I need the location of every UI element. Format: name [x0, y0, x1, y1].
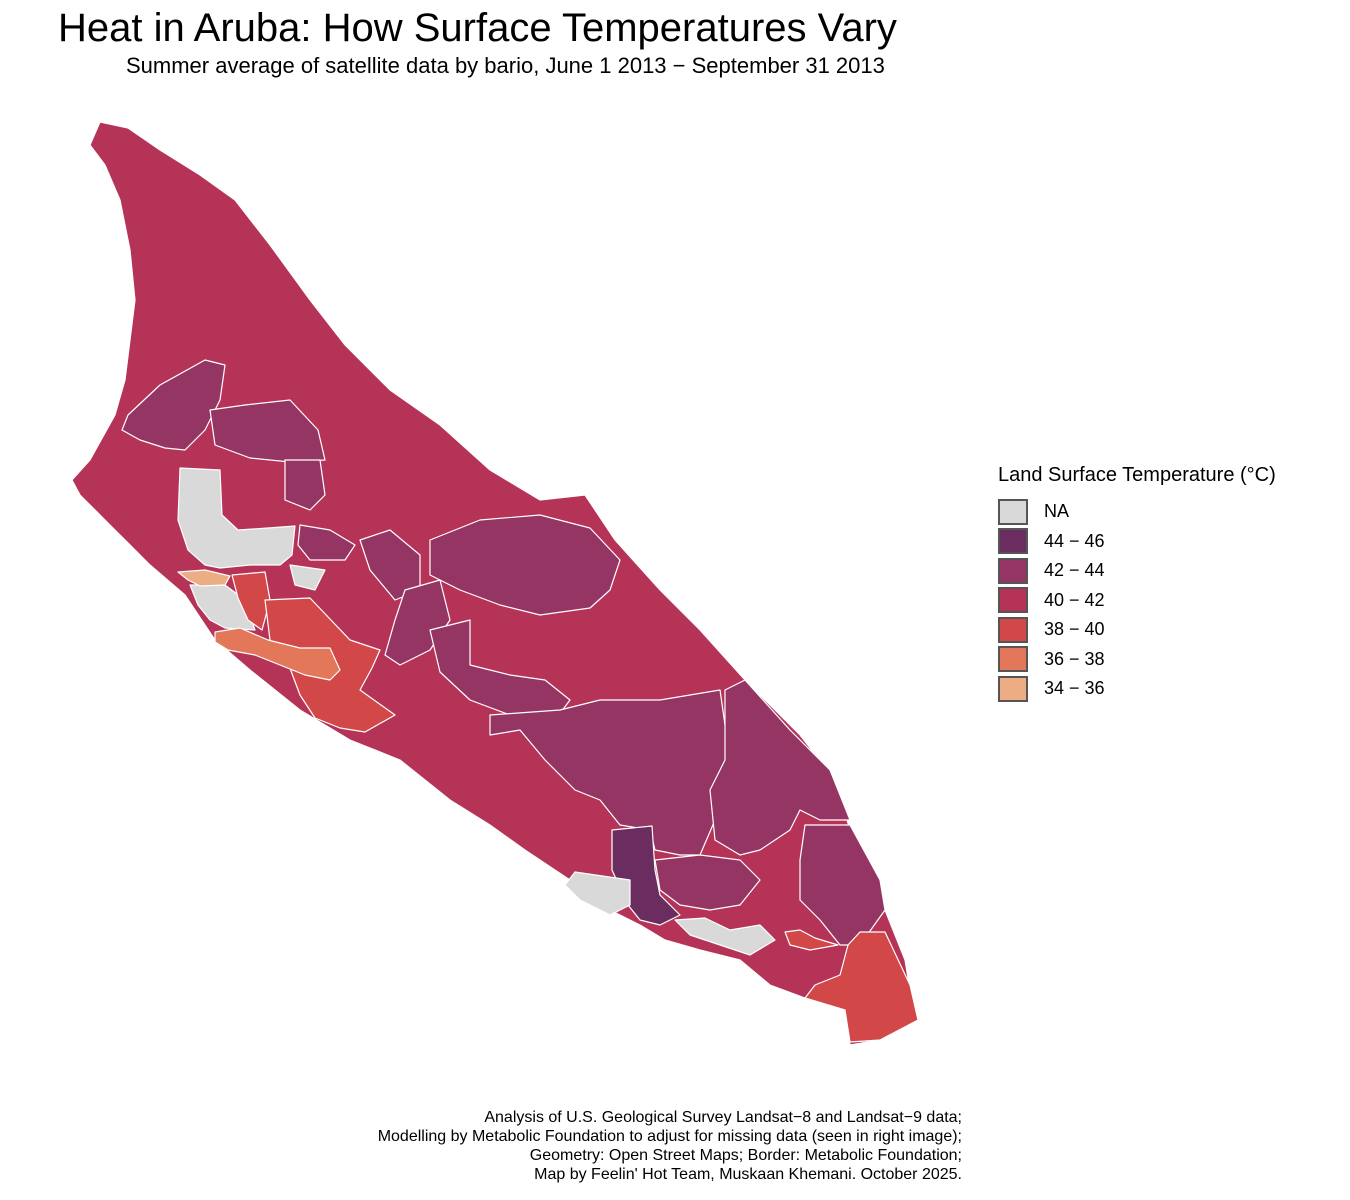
legend-item: 44 − 46 — [998, 527, 1276, 557]
bario-region — [121, 359, 226, 451]
bario-region — [784, 929, 839, 951]
bario-region — [709, 679, 851, 856]
legend-label: 36 − 38 — [1044, 648, 1105, 669]
bario-region — [177, 569, 231, 587]
legend-item: 42 − 44 — [998, 556, 1276, 586]
legend-label: 38 − 40 — [1044, 619, 1105, 640]
caption-line: Geometry: Open Street Maps; Border: Meta… — [529, 1147, 962, 1164]
bario-region — [209, 399, 326, 463]
bario-region — [564, 871, 631, 916]
legend-item: 36 − 38 — [998, 645, 1276, 675]
bario-region — [654, 854, 761, 911]
bario-region — [214, 627, 341, 681]
bario-region — [804, 931, 919, 1043]
bario-region — [489, 689, 731, 856]
legend-swatch — [998, 675, 1028, 702]
legend-title: Land Surface Temperature (°C) — [998, 464, 1276, 486]
legend-swatch — [998, 646, 1028, 673]
caption-line: Analysis of U.S. Geological Survey Lands… — [484, 1109, 962, 1126]
legend-swatch — [998, 498, 1028, 525]
bario-region — [289, 564, 326, 591]
legend-label: 34 − 36 — [1044, 678, 1105, 699]
legend-item: 34 − 36 — [998, 674, 1276, 704]
legend-swatch — [998, 616, 1028, 643]
legend-swatch — [998, 528, 1028, 555]
legend-swatch — [998, 587, 1028, 614]
caption-line: Map by Feelin' Hot Team, Muskaan Khemani… — [534, 1166, 962, 1183]
map-subtitle: Summer average of satellite data by bari… — [126, 53, 885, 78]
legend-label: 42 − 44 — [1044, 560, 1105, 581]
legend-label: NA — [1044, 501, 1070, 522]
legend-swatch — [998, 557, 1028, 584]
legend-item: 40 − 42 — [998, 586, 1276, 616]
caption-line: Modelling by Metabolic Foundation to adj… — [377, 1128, 962, 1145]
legend: Land Surface Temperature (°C) NA 44 − 46… — [998, 464, 1276, 704]
bario-region — [284, 459, 326, 511]
bario-region — [177, 467, 296, 569]
bario-region — [429, 514, 621, 616]
bario-region — [297, 524, 356, 561]
legend-item: 38 − 40 — [998, 615, 1276, 645]
bario-region — [231, 571, 271, 631]
legend-label: 40 − 42 — [1044, 589, 1105, 610]
bario-region — [674, 917, 776, 956]
bario-region — [429, 619, 571, 721]
legend-label: 44 − 46 — [1044, 530, 1105, 551]
map-title: Heat in Aruba: How Surface Temperatures … — [58, 6, 897, 50]
legend-item: NA — [998, 497, 1276, 527]
caption: Analysis of U.S. Geological Survey Lands… — [378, 1108, 962, 1184]
